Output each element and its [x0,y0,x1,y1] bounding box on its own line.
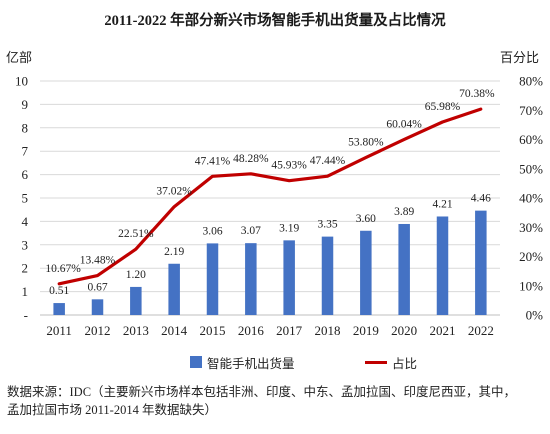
chart-title: 2011-2022 年部分新兴市场智能手机出货量及占比情况 [104,13,446,29]
bar [283,240,295,315]
x-tick-label: 2021 [430,323,456,338]
left-tick-label: 5 [22,191,29,206]
left-axis-ticks: - 1 2 3 4 5 6 7 8 9 10 [15,74,29,323]
left-tick-label: 10 [15,74,28,89]
bar [398,223,410,315]
bar [206,243,219,315]
source-note: 数据来源：IDC（主要新兴市场样本包括非洲、印度、中东、孟加拉国、印度尼西亚，其… [7,383,547,419]
bar-value-label: 0.51 [49,285,69,297]
right-tick-label: 0% [526,308,544,323]
right-tick-label: 40% [519,191,543,206]
bar [321,236,334,315]
left-tick-label: 1 [22,284,29,299]
x-tick-label: 2011 [46,323,72,338]
bar [168,263,180,315]
x-tick-label: 2014 [161,323,188,338]
bar [360,230,372,315]
right-tick-label: 80% [519,74,543,89]
left-tick-label: 3 [22,237,29,252]
x-tick-label: 2020 [391,323,417,338]
line-value-label: 22.51% [118,228,154,240]
right-axis-unit: 百分比 [500,50,539,65]
right-tick-label: 50% [519,161,543,176]
x-tick-label: 2015 [200,323,226,338]
source-note-line-1: 数据来源：IDC（主要新兴市场样本包括非洲、印度、中东、孟加拉国、印度尼西亚，其… [7,385,517,399]
x-tick-label: 2012 [85,323,111,338]
legend-item-share: 占比 [365,353,417,371]
bar-value-label: 1.20 [126,269,146,281]
legend-label-share: 占比 [392,356,418,371]
right-tick-label: 30% [519,220,543,235]
left-tick-label: 6 [22,167,29,182]
bar-value-label: 3.35 [317,219,337,231]
right-tick-label: 20% [519,249,543,264]
line-value-label: 45.93% [271,160,307,172]
x-tick-label: 2013 [123,323,149,338]
bar-value-label: 3.19 [279,222,299,234]
line-value-label: 47.41% [195,155,231,167]
bar-value-label: 0.67 [87,281,107,293]
bar [91,299,104,315]
line-value-label: 70.38% [459,88,495,100]
bar-value-label: 3.89 [394,206,414,218]
line-value-label: 48.28% [233,153,269,165]
x-axis-ticks: 2011 2012 2013 2014 2015 2016 2017 2018 2019 2020… [46,323,493,338]
bar-value-label: 3.06 [202,225,222,237]
bar-value-labels: 0.51 0.67 1.20 2.19 3.06 3.07 3.19 3.35 3.60 3.89… [49,193,491,297]
bar-value-label: 3.60 [356,213,376,225]
x-tick-label: 2017 [276,323,303,338]
left-tick-label: - [24,308,28,323]
right-tick-label: 70% [519,103,543,118]
right-tick-label: 60% [519,132,543,147]
bar-series-shipments [53,210,487,315]
bar-value-label: 4.21 [432,198,452,210]
bar-value-label: 3.07 [241,225,261,237]
line-value-label: 53.80% [348,137,384,149]
legend-label-shipments: 智能手机出货量 [207,356,295,371]
x-tick-label: 2018 [315,323,341,338]
line-value-label: 13.48% [80,255,116,267]
legend: 智能手机出货量 占比 [0,353,550,371]
x-tick-label: 2016 [238,323,265,338]
bar [53,303,65,315]
left-tick-label: 7 [22,144,29,159]
line-series-share [57,107,483,286]
line-value-label: 47.44% [310,155,346,167]
gridlines [40,80,500,316]
left-tick-label: 2 [22,261,29,276]
bar [436,216,449,315]
bar-value-label: 2.19 [164,246,184,258]
line-value-label: 37.02% [156,186,192,198]
share-line [57,107,483,286]
left-tick-label: 8 [22,120,29,135]
line-value-label: 65.98% [425,101,461,113]
bar-value-label: 4.46 [471,193,491,205]
bar [130,286,142,315]
legend-swatch-bar [190,356,202,368]
bar [245,243,257,315]
source-note-line-2: 孟加拉国市场 2011-2014 年数据缺失） [7,403,217,417]
left-tick-label: 4 [22,214,29,229]
legend-swatch-line [365,360,387,364]
x-tick-label: 2022 [468,323,494,338]
right-tick-label: 10% [519,278,543,293]
bar [475,210,487,315]
line-value-label: 60.04% [386,118,422,130]
left-tick-label: 9 [22,97,29,112]
x-tick-label: 2019 [353,323,379,338]
right-axis-ticks: 0% 10% 20% 30% 40% 50% 60% 70% 80% [519,74,543,323]
line-value-labels: 10.67%13.48% 22.51% 37.02% 47.41% 48.28%45.9… [45,88,495,275]
legend-item-shipments: 智能手机出货量 [190,353,295,371]
left-axis-unit: 亿部 [6,50,32,65]
line-value-label: 10.67% [45,263,81,275]
